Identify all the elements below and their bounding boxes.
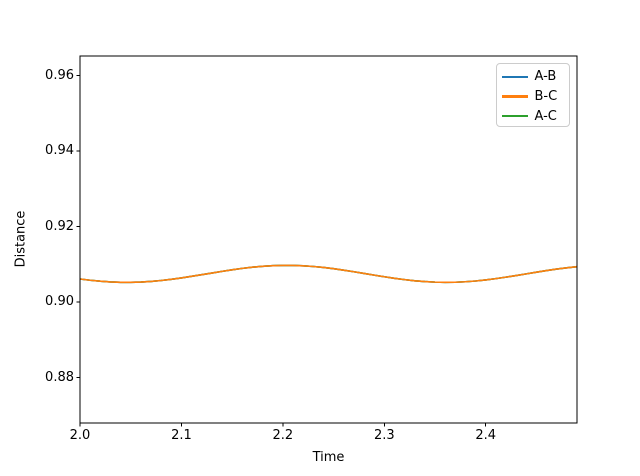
legend-line-swatch-b-c [501, 95, 528, 98]
x-tick-label: 2.0 [69, 428, 91, 443]
legend-label-b-c: B-C [534, 89, 558, 104]
x-axis-label: Time [312, 450, 345, 465]
x-tick-label: 2.2 [272, 428, 294, 443]
legend-label-a-c: A-C [534, 108, 557, 124]
y-tick-label: 0.94 [45, 143, 74, 159]
legend-line-swatch-a-c [501, 114, 528, 118]
series-line-B-C [79, 264, 578, 284]
y-tick-label: 0.92 [45, 218, 74, 234]
x-tick-label: 2.3 [373, 428, 395, 443]
legend: A-B B-C A-C [495, 63, 570, 127]
axes-frame [79, 55, 578, 424]
x-tick-label: 2.1 [171, 428, 192, 443]
legend-line-swatch-a-b [501, 75, 528, 79]
y-axis-label: Distance [13, 210, 29, 268]
x-tick-label: 2.4 [475, 428, 497, 443]
y-tick-label: 0.90 [45, 294, 74, 310]
legend-item-a-c: A-C [501, 106, 569, 126]
legend-item-b-c: B-C [501, 87, 569, 107]
y-tick-label: 0.88 [45, 369, 74, 385]
legend-item-a-b: A-B [501, 67, 569, 87]
y-tick-label: 0.96 [45, 67, 74, 83]
legend-label-a-b: A-B [534, 69, 557, 85]
